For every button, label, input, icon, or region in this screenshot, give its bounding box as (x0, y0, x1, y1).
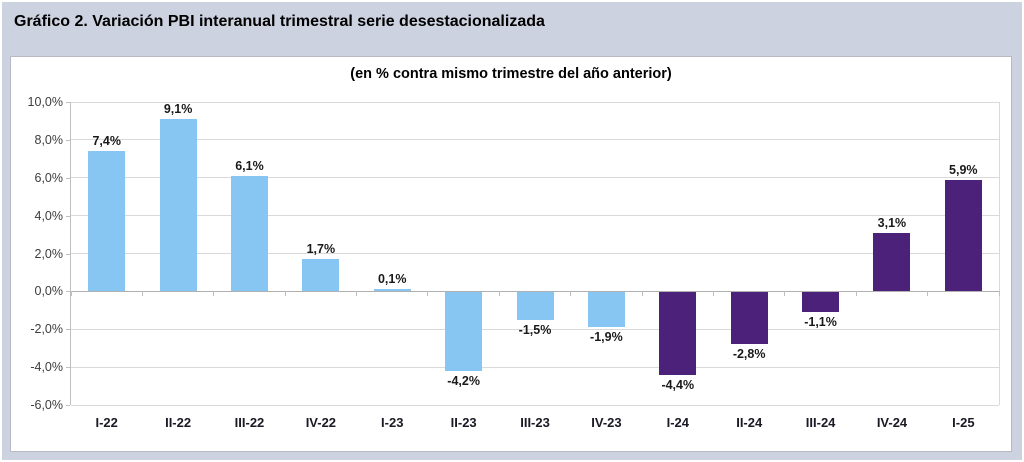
x-axis-tick (141, 291, 143, 297)
y-tick-label: 6,0% (34, 170, 64, 185)
gridline (71, 177, 999, 179)
bar-III-23 (516, 292, 554, 320)
bar-value-label: 7,4% (92, 134, 121, 149)
chart-panel: (en % contra mismo trimestre del año ant… (10, 56, 1012, 452)
y-axis-tick (66, 102, 70, 103)
x-category-label-II-22: II-22 (165, 415, 192, 430)
y-axis-tick (66, 405, 70, 406)
y-tick-label: -6,0% (30, 398, 63, 412)
bar-value-label: 3,1% (877, 215, 907, 230)
x-axis-tick (356, 291, 358, 297)
x-axis-tick (570, 291, 572, 297)
y-axis-tick (66, 177, 70, 179)
y-tick-label: 4,0% (34, 208, 64, 223)
x-category-label-II-24: II-24 (736, 415, 763, 430)
x-category-label-I-24: I-24 (666, 415, 690, 430)
gridline (71, 366, 999, 368)
bar-II-22 (159, 119, 197, 292)
y-axis-tick (66, 291, 70, 293)
x-axis-tick (712, 291, 714, 297)
y-tick-label: 0,0% (34, 284, 64, 299)
gridline (71, 328, 999, 330)
x-axis-tick (855, 291, 857, 297)
y-tick-label: -4,0% (30, 360, 63, 375)
bar-value-label: -2,8% (732, 347, 766, 362)
x-axis-tick (70, 291, 72, 297)
x-category-label-IV-22: IV-22 (305, 415, 337, 430)
bar-IV-23 (587, 292, 625, 328)
bar-value-label: -1,5% (518, 322, 552, 337)
y-axis-tick (66, 329, 70, 331)
bar-value-label: 5,9% (949, 162, 978, 177)
bar-value-label: 1,7% (306, 242, 336, 257)
x-category-label-I-23: I-23 (381, 415, 404, 430)
gridline (71, 139, 999, 141)
x-axis-tick (784, 291, 786, 297)
bar-value-label: 0,1% (377, 272, 407, 287)
x-category-label-IV-24: IV-24 (876, 415, 908, 430)
bar-I-23 (373, 289, 411, 292)
x-axis: I-22 II-22 III-22 IV-22 I-23 II-23 III-23 IV-23… (71, 415, 999, 430)
x-category-label-I-22: I-22 (95, 415, 118, 430)
gridline (71, 215, 999, 217)
bar-value-label: -1,9% (590, 330, 623, 345)
x-category-label-II-23: II-23 (450, 415, 477, 430)
zero-axis-line (71, 290, 999, 292)
chart-title: Gráfico 2. Variación PBI interanual trim… (14, 13, 545, 30)
bar-value-label: -4,4% (661, 377, 695, 392)
bar-I-22 (88, 151, 126, 292)
plot-right-edge (999, 102, 1000, 405)
y-tick-label: -2,0% (30, 322, 63, 337)
x-axis-tick (998, 291, 1000, 297)
bar-IV-24 (873, 232, 911, 292)
y-tick-label: 2,0% (34, 246, 64, 261)
x-category-label-III-22: III-22 (234, 415, 265, 430)
bar-III-24 (802, 292, 840, 313)
plot-area: 7,4% 9,1% 6,1% 1,7% 0,1% -4,2% -1,5% -1,9% -4,4%… (70, 101, 1000, 406)
bar-II-23 (445, 292, 483, 371)
bar-III-22 (230, 175, 268, 292)
x-category-label-IV-23: IV-23 (591, 415, 622, 430)
bar-value-label: -4,2% (447, 373, 480, 388)
x-category-label-I-25: I-25 (952, 415, 975, 430)
bar-value-label: -1,1% (804, 315, 837, 330)
x-axis-tick (284, 291, 286, 297)
y-axis-tick (66, 139, 70, 141)
gridline (71, 253, 999, 254)
bar-I-25 (944, 179, 982, 292)
y-tick-label: 10,0% (27, 95, 63, 109)
bar-I-24 (659, 292, 697, 375)
x-axis-tick (641, 291, 643, 297)
gridline (71, 101, 999, 103)
bar-value-label: 9,1% (163, 102, 193, 117)
y-axis-tick (66, 367, 70, 369)
x-axis-tick (213, 291, 215, 297)
x-axis-tick (927, 291, 929, 297)
x-category-label-III-23: III-23 (520, 415, 550, 430)
gridline (71, 404, 999, 406)
bar-IV-22 (302, 259, 340, 292)
y-axis-tick (66, 215, 70, 217)
x-axis-tick (427, 291, 429, 297)
x-category-label-III-24: III-24 (805, 415, 836, 430)
y-tick-label: 8,0% (34, 132, 64, 147)
chart-subtitle: (en % contra mismo trimestre del año ant… (350, 66, 672, 82)
bar-value-label: 6,1% (235, 158, 264, 173)
y-axis-line (70, 102, 71, 405)
x-axis-tick (498, 291, 500, 297)
y-axis-tick (66, 253, 70, 255)
bar-II-24 (730, 292, 768, 345)
